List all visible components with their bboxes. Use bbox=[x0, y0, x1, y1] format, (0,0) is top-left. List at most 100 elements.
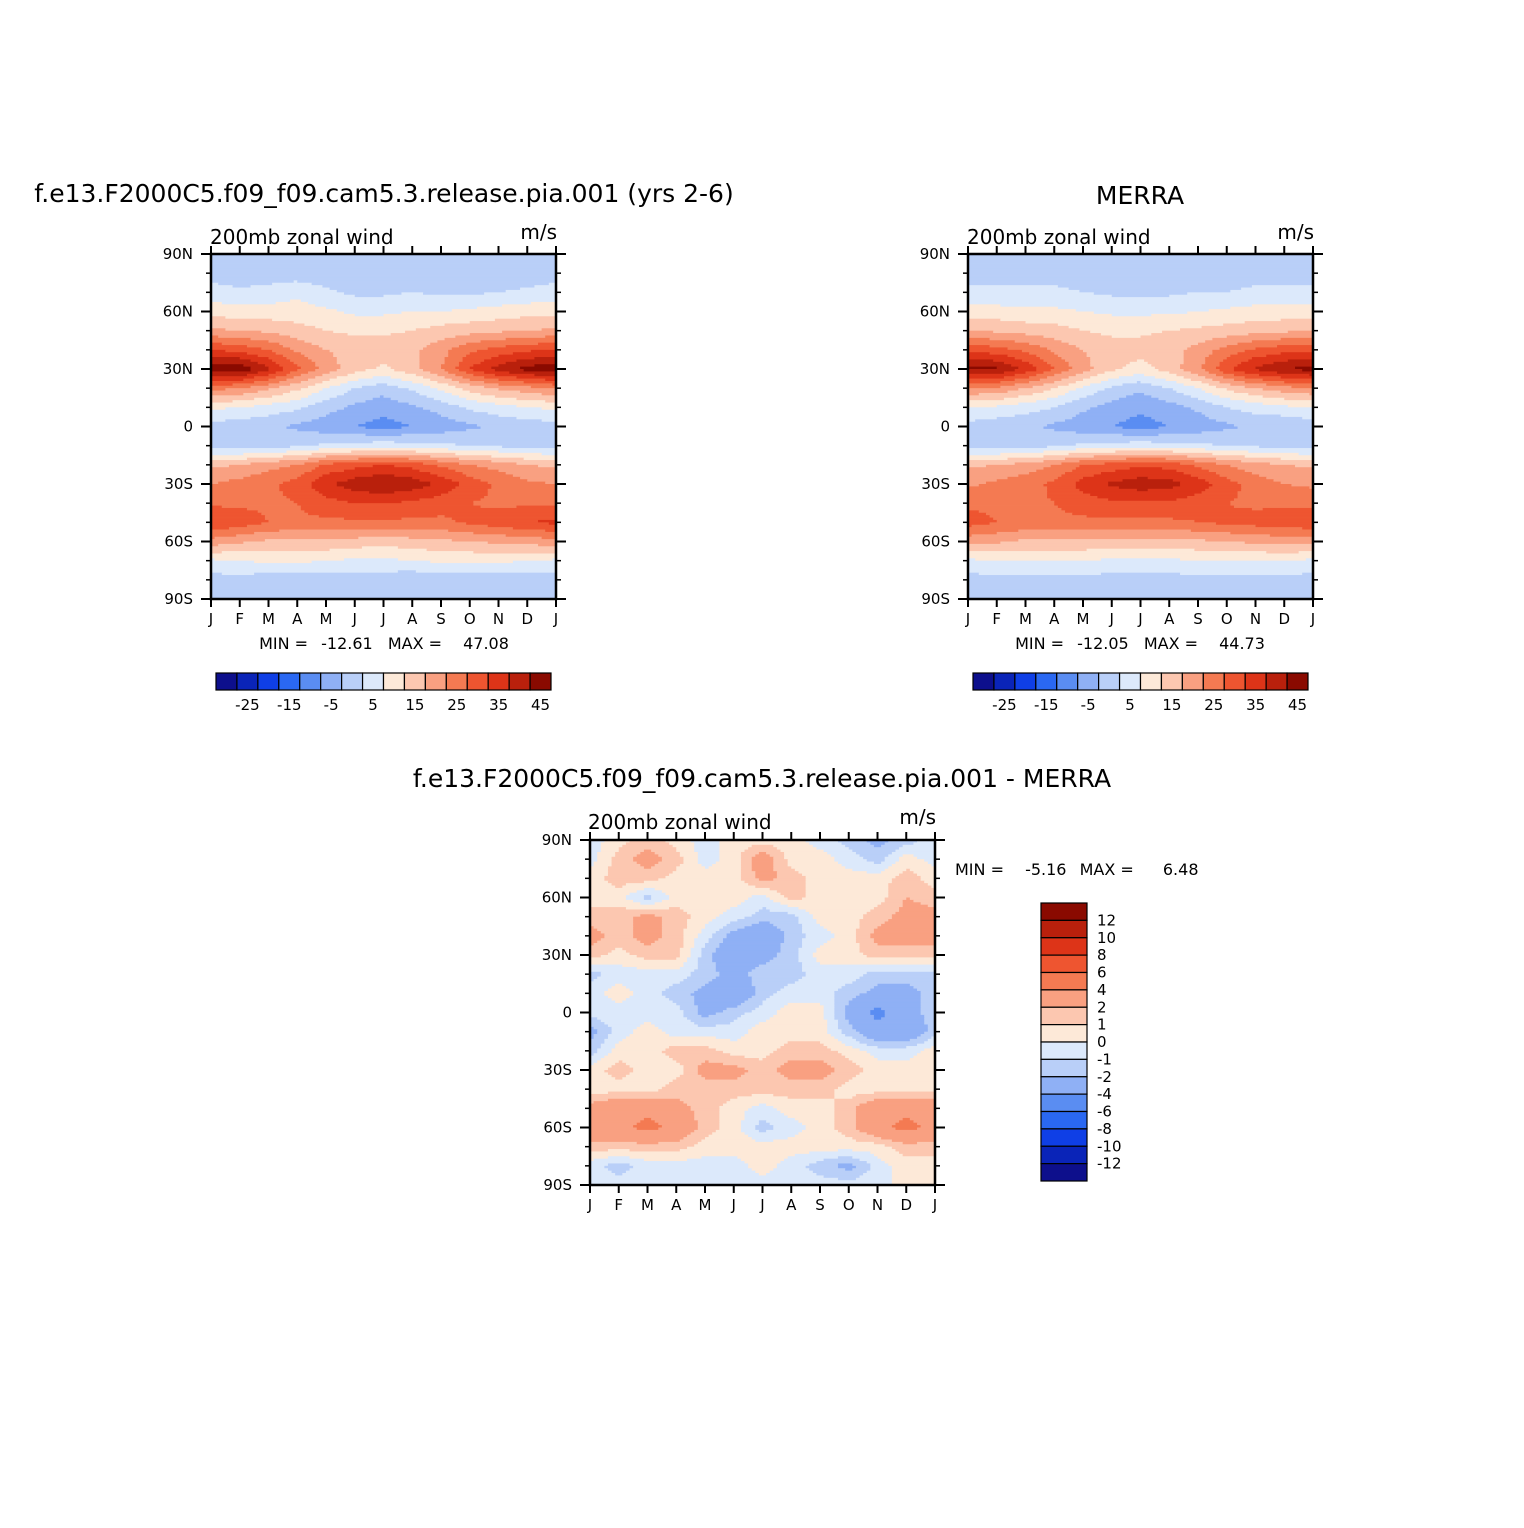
contour-cell bbox=[600, 842, 627, 846]
contour-cell bbox=[211, 455, 284, 459]
contour-cell bbox=[751, 895, 767, 898]
contour-cell bbox=[419, 469, 456, 473]
contour-cell bbox=[1183, 383, 1210, 387]
contour-cell bbox=[787, 1096, 835, 1100]
contour-cell bbox=[787, 1041, 821, 1045]
contour-cell bbox=[272, 349, 295, 353]
x-tick-label: D bbox=[900, 1196, 912, 1214]
contour-cell bbox=[430, 455, 492, 459]
contour-cell bbox=[744, 916, 800, 920]
contour-cell bbox=[1273, 361, 1313, 365]
contour-cell bbox=[347, 373, 417, 377]
contour-cell bbox=[211, 460, 280, 463]
contour-cell bbox=[863, 974, 935, 977]
contour-cell bbox=[1039, 378, 1063, 382]
contour-cell bbox=[590, 1175, 825, 1179]
contour-cell bbox=[590, 873, 609, 877]
contour-cell bbox=[927, 904, 935, 908]
contour-cell bbox=[590, 899, 634, 903]
contour-cell bbox=[669, 1034, 746, 1037]
contour-cell bbox=[679, 947, 692, 951]
contour-cell bbox=[1183, 354, 1210, 358]
contour-cell bbox=[408, 402, 449, 406]
contour-cell bbox=[899, 847, 935, 850]
contour-cell bbox=[279, 412, 331, 415]
contour-cell bbox=[419, 354, 449, 358]
contour-cell bbox=[705, 923, 728, 927]
min-value: -12.61 bbox=[321, 634, 373, 653]
contour-cell bbox=[365, 433, 403, 437]
x-tick-label: M bbox=[1077, 610, 1090, 628]
colorbar-swatch bbox=[1040, 1024, 1088, 1043]
contour-cell bbox=[968, 575, 1313, 578]
contour-cell bbox=[318, 464, 374, 468]
contour-cell bbox=[758, 1122, 771, 1126]
contour-cell bbox=[866, 840, 889, 843]
contour-cell bbox=[888, 887, 935, 891]
contour-cell bbox=[852, 1156, 879, 1160]
contour-cell bbox=[679, 1007, 699, 1011]
contour-cell bbox=[629, 1072, 685, 1076]
contour-cell bbox=[744, 880, 807, 884]
contour-cell bbox=[1244, 349, 1313, 353]
contour-cell bbox=[816, 847, 850, 850]
contour-cell bbox=[502, 330, 556, 334]
contour-cell bbox=[740, 1127, 756, 1131]
contour-cell bbox=[1183, 376, 1206, 379]
contour-cell bbox=[1223, 359, 1249, 363]
contour-cell bbox=[401, 292, 424, 296]
contour-cell bbox=[1000, 380, 1030, 384]
contour-cell bbox=[322, 380, 349, 384]
contour-cell bbox=[830, 1072, 861, 1076]
contour-cell bbox=[968, 505, 1059, 509]
contour-cell bbox=[744, 1113, 785, 1116]
contour-cell bbox=[873, 1038, 911, 1042]
max-label: MAX = bbox=[1144, 634, 1198, 653]
contour-cell bbox=[794, 1117, 835, 1121]
contour-cell bbox=[211, 388, 226, 391]
contour-cell bbox=[852, 1026, 929, 1030]
y-tick-label: 60N bbox=[920, 303, 950, 321]
contour-cell bbox=[502, 304, 556, 308]
contour-cell bbox=[870, 1010, 886, 1013]
contour-cell bbox=[1061, 474, 1095, 478]
contour-cell bbox=[1219, 364, 1239, 367]
contour-cell bbox=[469, 383, 500, 387]
contour-cell bbox=[968, 445, 1048, 449]
contour-cell bbox=[855, 940, 875, 944]
contour-cell bbox=[683, 931, 702, 934]
contour-cell bbox=[968, 457, 1009, 461]
contour-cell bbox=[1205, 369, 1221, 372]
contour-cell bbox=[1068, 369, 1091, 372]
contour-cell bbox=[920, 1050, 935, 1054]
y-tick-label: 30N bbox=[542, 946, 572, 964]
contour-cell bbox=[676, 1077, 706, 1080]
contour-cell bbox=[590, 950, 613, 953]
contour-cell bbox=[906, 1046, 932, 1049]
contour-cell bbox=[622, 1060, 677, 1064]
contour-cell bbox=[780, 1007, 825, 1011]
contour-cell bbox=[505, 289, 556, 293]
colorbar-swatch bbox=[1040, 954, 1088, 974]
contour-cell bbox=[636, 890, 663, 894]
contour-cell bbox=[1205, 359, 1224, 363]
contour-cell bbox=[211, 450, 288, 454]
contour-cell bbox=[924, 1022, 935, 1025]
contour-cell bbox=[423, 376, 446, 379]
contour-cell bbox=[590, 902, 641, 906]
contour-cell bbox=[841, 1031, 861, 1035]
contour-cell bbox=[920, 902, 935, 906]
contour-cell bbox=[1122, 426, 1160, 430]
contour-cell bbox=[719, 1115, 746, 1119]
contour-cell bbox=[1226, 345, 1278, 348]
contour-cell bbox=[993, 359, 1023, 363]
contour-cell bbox=[1079, 397, 1120, 401]
contour-cell bbox=[311, 484, 338, 487]
contour-cell bbox=[590, 1137, 685, 1140]
contour-cell bbox=[590, 1161, 746, 1164]
contour-cell bbox=[491, 357, 536, 360]
contour-cell bbox=[629, 952, 681, 956]
contour-cell bbox=[802, 964, 935, 968]
contour-cell bbox=[812, 844, 846, 848]
contour-cell bbox=[891, 880, 925, 884]
